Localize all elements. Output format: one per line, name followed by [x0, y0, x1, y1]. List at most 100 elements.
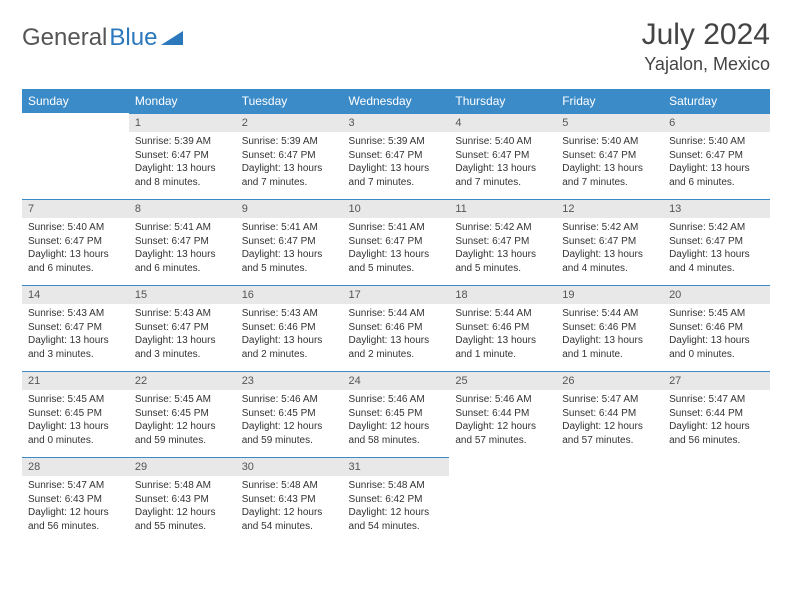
calendar-day-cell: 19Sunrise: 5:44 AMSunset: 6:46 PMDayligh… [556, 285, 663, 371]
logo-text-2: Blue [109, 24, 157, 52]
sunset-line: Sunset: 6:47 PM [349, 149, 444, 163]
day-body: Sunrise: 5:40 AMSunset: 6:47 PMDaylight:… [22, 218, 129, 279]
sunset-line: Sunset: 6:42 PM [349, 493, 444, 507]
sunset-line: Sunset: 6:47 PM [669, 149, 764, 163]
sunrise-line: Sunrise: 5:48 AM [349, 479, 444, 493]
day-number: 4 [449, 113, 556, 132]
logo: GeneralBlue [22, 18, 183, 52]
day-body: Sunrise: 5:41 AMSunset: 6:47 PMDaylight:… [343, 218, 450, 279]
day-body: Sunrise: 5:48 AMSunset: 6:43 PMDaylight:… [236, 476, 343, 537]
sunset-line: Sunset: 6:47 PM [135, 321, 230, 335]
calendar-day-cell: 3Sunrise: 5:39 AMSunset: 6:47 PMDaylight… [343, 113, 450, 199]
calendar-week-row: 7Sunrise: 5:40 AMSunset: 6:47 PMDaylight… [22, 199, 770, 285]
sunset-line: Sunset: 6:44 PM [562, 407, 657, 421]
day-number: 9 [236, 199, 343, 218]
daylight-line: Daylight: 13 hours and 5 minutes. [349, 248, 444, 275]
sunrise-line: Sunrise: 5:39 AM [242, 135, 337, 149]
calendar-day-cell: 21Sunrise: 5:45 AMSunset: 6:45 PMDayligh… [22, 371, 129, 457]
calendar-day-cell: 24Sunrise: 5:46 AMSunset: 6:45 PMDayligh… [343, 371, 450, 457]
daylight-line: Daylight: 13 hours and 7 minutes. [242, 162, 337, 189]
sunset-line: Sunset: 6:43 PM [135, 493, 230, 507]
calendar-day-cell: 23Sunrise: 5:46 AMSunset: 6:45 PMDayligh… [236, 371, 343, 457]
calendar-day-cell: 15Sunrise: 5:43 AMSunset: 6:47 PMDayligh… [129, 285, 236, 371]
sunset-line: Sunset: 6:47 PM [669, 235, 764, 249]
calendar-day-cell: 14Sunrise: 5:43 AMSunset: 6:47 PMDayligh… [22, 285, 129, 371]
day-body: Sunrise: 5:42 AMSunset: 6:47 PMDaylight:… [449, 218, 556, 279]
day-body: Sunrise: 5:42 AMSunset: 6:47 PMDaylight:… [663, 218, 770, 279]
sunrise-line: Sunrise: 5:43 AM [242, 307, 337, 321]
sunset-line: Sunset: 6:47 PM [455, 235, 550, 249]
day-number: 31 [343, 457, 450, 476]
sunrise-line: Sunrise: 5:45 AM [135, 393, 230, 407]
sunrise-line: Sunrise: 5:47 AM [562, 393, 657, 407]
day-body: Sunrise: 5:46 AMSunset: 6:44 PMDaylight:… [449, 390, 556, 451]
day-number: 28 [22, 457, 129, 476]
daylight-line: Daylight: 12 hours and 59 minutes. [135, 420, 230, 447]
daylight-line: Daylight: 12 hours and 59 minutes. [242, 420, 337, 447]
day-body: Sunrise: 5:45 AMSunset: 6:45 PMDaylight:… [22, 390, 129, 451]
sunrise-line: Sunrise: 5:45 AM [28, 393, 123, 407]
sunset-line: Sunset: 6:47 PM [242, 235, 337, 249]
sunset-line: Sunset: 6:43 PM [28, 493, 123, 507]
calendar-day-cell: 1Sunrise: 5:39 AMSunset: 6:47 PMDaylight… [129, 113, 236, 199]
header: GeneralBlue July 2024 Yajalon, Mexico [22, 18, 770, 75]
day-body: Sunrise: 5:43 AMSunset: 6:46 PMDaylight:… [236, 304, 343, 365]
day-body: Sunrise: 5:47 AMSunset: 6:43 PMDaylight:… [22, 476, 129, 537]
sunrise-line: Sunrise: 5:40 AM [669, 135, 764, 149]
day-body: Sunrise: 5:44 AMSunset: 6:46 PMDaylight:… [343, 304, 450, 365]
daylight-line: Daylight: 13 hours and 3 minutes. [28, 334, 123, 361]
daylight-line: Daylight: 12 hours and 54 minutes. [349, 506, 444, 533]
calendar-day-cell: 4Sunrise: 5:40 AMSunset: 6:47 PMDaylight… [449, 113, 556, 199]
sunset-line: Sunset: 6:44 PM [455, 407, 550, 421]
day-number: 23 [236, 371, 343, 390]
daylight-line: Daylight: 13 hours and 6 minutes. [28, 248, 123, 275]
sunrise-line: Sunrise: 5:42 AM [562, 221, 657, 235]
month-title: July 2024 [642, 18, 770, 52]
calendar-day-cell: 13Sunrise: 5:42 AMSunset: 6:47 PMDayligh… [663, 199, 770, 285]
calendar-day-cell: 16Sunrise: 5:43 AMSunset: 6:46 PMDayligh… [236, 285, 343, 371]
sunrise-line: Sunrise: 5:39 AM [135, 135, 230, 149]
daylight-line: Daylight: 13 hours and 7 minutes. [349, 162, 444, 189]
day-number: 26 [556, 371, 663, 390]
day-body: Sunrise: 5:48 AMSunset: 6:43 PMDaylight:… [129, 476, 236, 537]
calendar-day-cell: 2Sunrise: 5:39 AMSunset: 6:47 PMDaylight… [236, 113, 343, 199]
day-number: 12 [556, 199, 663, 218]
sunrise-line: Sunrise: 5:40 AM [455, 135, 550, 149]
calendar-day-cell: 22Sunrise: 5:45 AMSunset: 6:45 PMDayligh… [129, 371, 236, 457]
sunset-line: Sunset: 6:47 PM [135, 235, 230, 249]
day-number: 24 [343, 371, 450, 390]
sunset-line: Sunset: 6:45 PM [349, 407, 444, 421]
daylight-line: Daylight: 13 hours and 5 minutes. [455, 248, 550, 275]
sunset-line: Sunset: 6:46 PM [562, 321, 657, 335]
daylight-line: Daylight: 13 hours and 0 minutes. [28, 420, 123, 447]
logo-text-1: General [22, 24, 107, 52]
title-block: July 2024 Yajalon, Mexico [642, 18, 770, 75]
sunset-line: Sunset: 6:45 PM [28, 407, 123, 421]
day-body: Sunrise: 5:39 AMSunset: 6:47 PMDaylight:… [129, 132, 236, 193]
sunset-line: Sunset: 6:46 PM [242, 321, 337, 335]
daylight-line: Daylight: 13 hours and 7 minutes. [455, 162, 550, 189]
calendar-week-row: 14Sunrise: 5:43 AMSunset: 6:47 PMDayligh… [22, 285, 770, 371]
sunrise-line: Sunrise: 5:48 AM [135, 479, 230, 493]
calendar-day-cell: 5Sunrise: 5:40 AMSunset: 6:47 PMDaylight… [556, 113, 663, 199]
day-number: 20 [663, 285, 770, 304]
day-number: 27 [663, 371, 770, 390]
sunset-line: Sunset: 6:46 PM [669, 321, 764, 335]
daylight-line: Daylight: 12 hours and 54 minutes. [242, 506, 337, 533]
daylight-line: Daylight: 13 hours and 3 minutes. [135, 334, 230, 361]
day-number: 25 [449, 371, 556, 390]
day-body: Sunrise: 5:41 AMSunset: 6:47 PMDaylight:… [129, 218, 236, 279]
day-number: 29 [129, 457, 236, 476]
sunrise-line: Sunrise: 5:39 AM [349, 135, 444, 149]
sunrise-line: Sunrise: 5:42 AM [669, 221, 764, 235]
sunrise-line: Sunrise: 5:40 AM [28, 221, 123, 235]
day-number: 30 [236, 457, 343, 476]
sunset-line: Sunset: 6:46 PM [455, 321, 550, 335]
weekday-header: Thursday [449, 89, 556, 113]
daylight-line: Daylight: 12 hours and 57 minutes. [562, 420, 657, 447]
sunset-line: Sunset: 6:47 PM [28, 321, 123, 335]
sunrise-line: Sunrise: 5:41 AM [242, 221, 337, 235]
day-body: Sunrise: 5:46 AMSunset: 6:45 PMDaylight:… [343, 390, 450, 451]
calendar-day-cell: 28Sunrise: 5:47 AMSunset: 6:43 PMDayligh… [22, 457, 129, 543]
sunrise-line: Sunrise: 5:47 AM [28, 479, 123, 493]
